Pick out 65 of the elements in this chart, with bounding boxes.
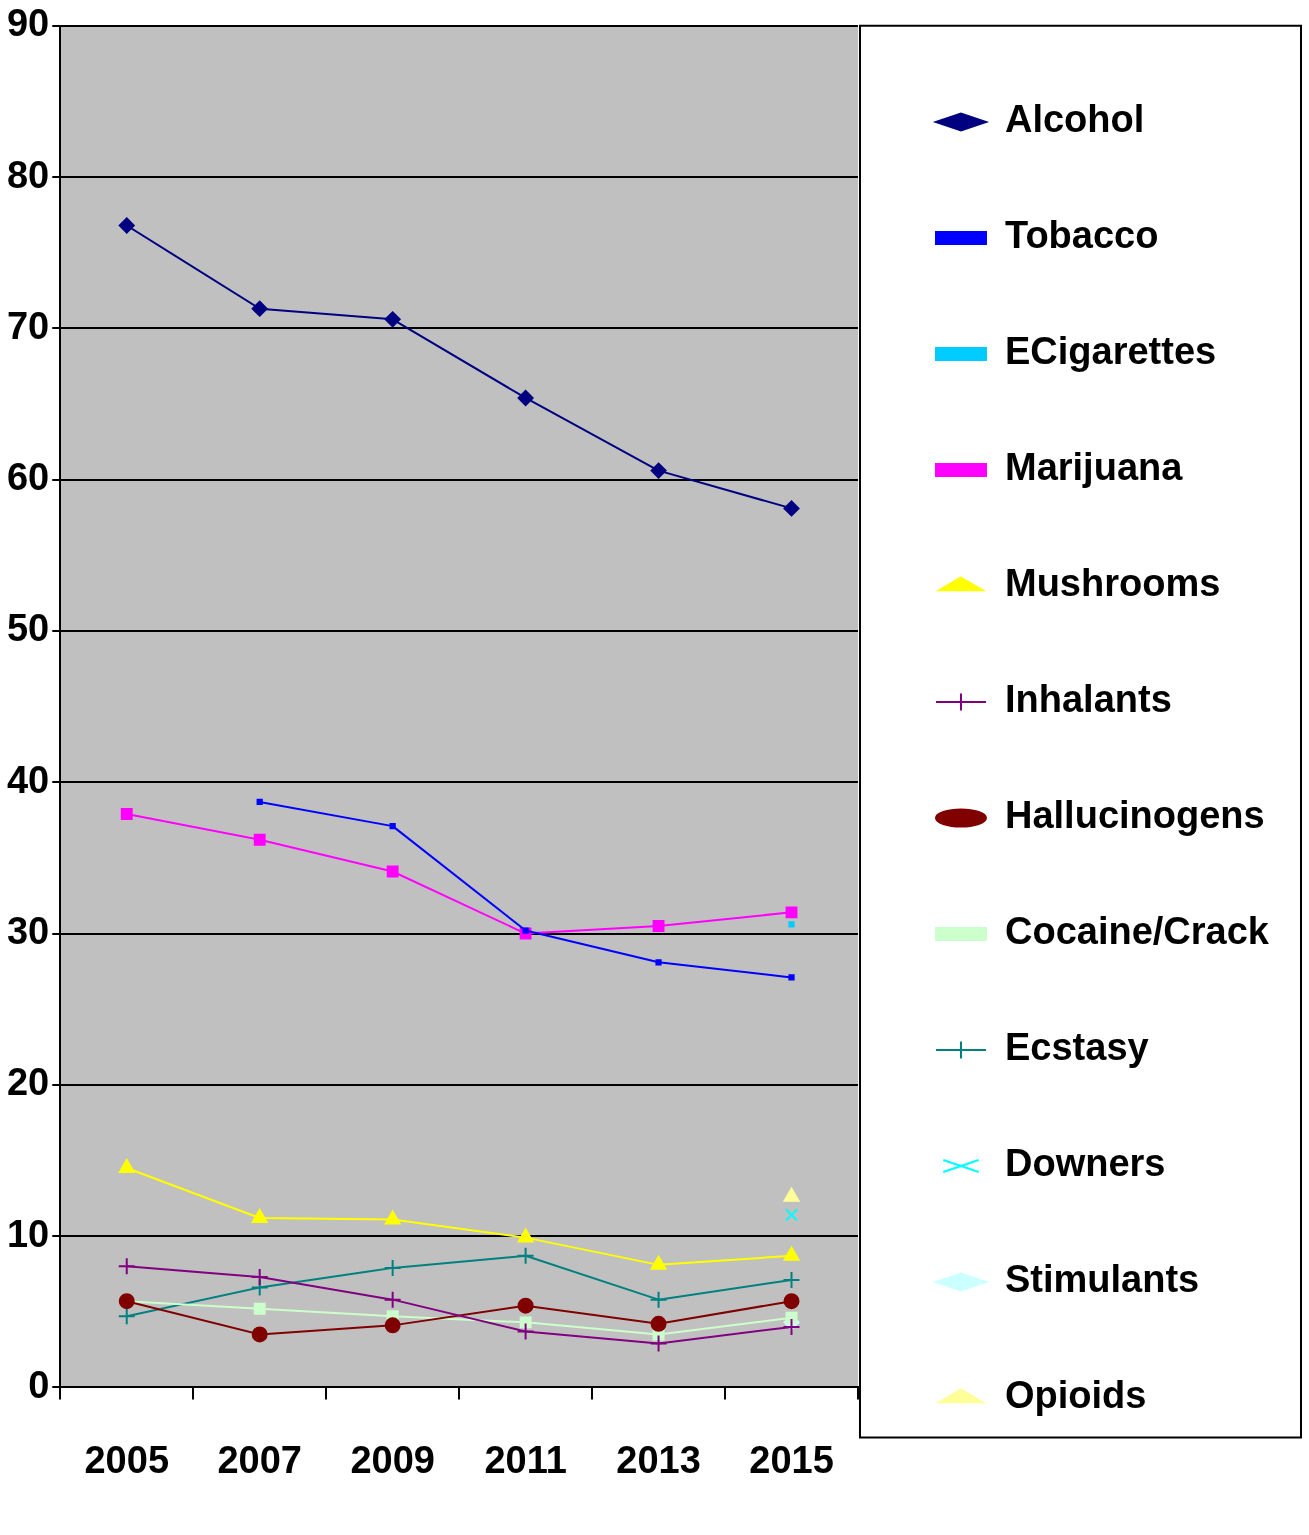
- x-tick-label: 2007: [217, 1438, 302, 1481]
- legend-label: Downers: [1004, 1142, 1166, 1185]
- point: [785, 906, 798, 919]
- point: [650, 462, 667, 479]
- y-tick-label: 40: [6, 758, 50, 801]
- point: [517, 1297, 534, 1314]
- point: [782, 1270, 801, 1289]
- point: [117, 1257, 136, 1276]
- point: [251, 1326, 268, 1343]
- point: [117, 1307, 136, 1326]
- y-tick-label: 50: [6, 607, 50, 650]
- y-tick-label: 30: [6, 910, 50, 953]
- legend-label: ECigarettes: [1004, 330, 1217, 373]
- legend-label: Ecstasy: [1004, 1026, 1149, 1069]
- y-tick-label: 90: [6, 2, 50, 45]
- y-tick-label: 70: [6, 304, 50, 347]
- point: [519, 1316, 532, 1329]
- y-tick-label: 0: [28, 1363, 50, 1406]
- legend-label: Cocaine/Crack: [1004, 910, 1270, 953]
- legend-label: Tobacco: [1004, 214, 1159, 257]
- legend-label: Opioids: [1004, 1374, 1147, 1417]
- x-tick-label: 2011: [484, 1438, 567, 1481]
- point: [783, 1293, 800, 1310]
- y-tick-label: 60: [6, 456, 50, 499]
- point: [517, 389, 534, 406]
- y-tick-label: 10: [6, 1212, 50, 1255]
- point: [516, 1322, 535, 1341]
- point: [384, 1210, 401, 1225]
- point: [384, 311, 401, 328]
- y-tick-label: 80: [6, 153, 50, 196]
- point: [253, 833, 266, 846]
- point: [256, 798, 263, 806]
- point: [118, 217, 135, 234]
- point: [389, 823, 396, 830]
- legend-label: Marijuana: [1004, 446, 1184, 489]
- point: [384, 1317, 401, 1334]
- point: [784, 1208, 799, 1222]
- point: [649, 1290, 668, 1309]
- x-tick-label: 2005: [84, 1438, 170, 1481]
- x-tick-label: 2013: [616, 1438, 701, 1481]
- legend-label: Inhalants: [1004, 678, 1172, 721]
- point: [655, 959, 662, 966]
- point: [782, 1317, 801, 1336]
- point: [250, 1267, 269, 1286]
- point: [118, 1159, 135, 1174]
- point: [383, 1290, 402, 1309]
- legend-label: Alcohol: [1004, 98, 1145, 141]
- point: [383, 1258, 402, 1277]
- point: [251, 300, 268, 317]
- point: [120, 808, 133, 820]
- legend-label: Mushrooms: [1004, 562, 1221, 605]
- point: [517, 1228, 534, 1243]
- x-tick-label: 2015: [749, 1438, 834, 1481]
- y-tick-label: 20: [6, 1061, 50, 1104]
- point: [650, 1315, 667, 1332]
- point: [386, 865, 399, 878]
- point: [783, 500, 800, 517]
- point: [788, 974, 795, 981]
- legend-label: Stimulants: [1004, 1258, 1200, 1301]
- point: [649, 1334, 668, 1353]
- point: [516, 1246, 535, 1265]
- point: [253, 1302, 266, 1315]
- legend-label: Hallucinogens: [1004, 794, 1265, 837]
- x-tick-label: 2009: [350, 1438, 435, 1481]
- point: [652, 920, 665, 932]
